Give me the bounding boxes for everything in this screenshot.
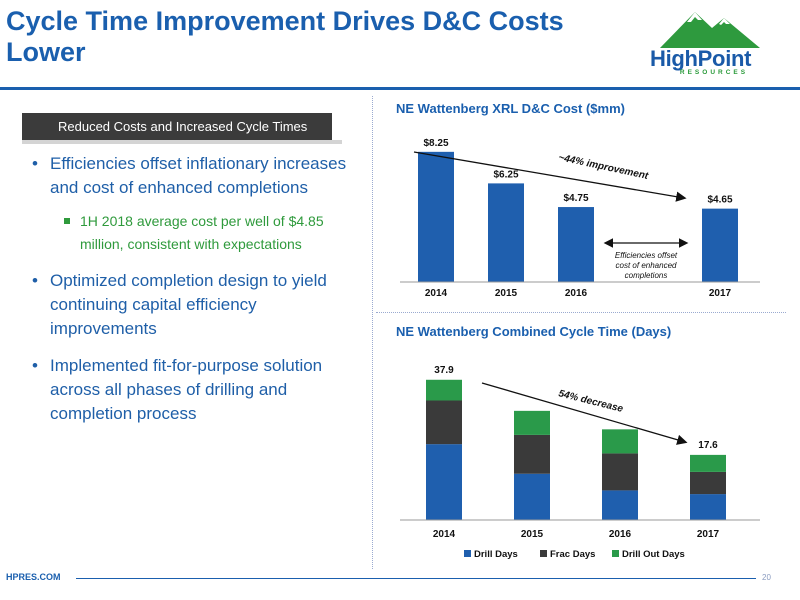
stacked-segment-drill-out-days — [690, 454, 726, 472]
stacked-segment-drill-out-days — [514, 410, 550, 435]
bullet-item: • Optimized completion design to yield c… — [32, 269, 357, 341]
footer-url[interactable]: HPRES.COM — [6, 572, 61, 582]
legend-label: Drill Out Days — [622, 549, 685, 560]
trend-label: 54% decrease — [557, 388, 624, 415]
cost-bar — [488, 183, 524, 282]
legend-swatch — [540, 550, 547, 557]
trend-arrow — [413, 151, 687, 202]
sub-bullet-text: 1H 2018 average cost per well of $4.85 m… — [80, 213, 324, 252]
bullet-item: • Implemented fit-for-purpose solution a… — [32, 354, 357, 426]
x-tick-label: 2017 — [709, 288, 732, 299]
bullet-dot-icon: • — [32, 271, 38, 290]
trend-arrow — [481, 382, 688, 445]
note-line: Efficiencies offset — [615, 251, 678, 260]
cost-chart-title: NE Wattenberg XRL D&C Cost ($mm) — [396, 101, 625, 116]
section-banner: Reduced Costs and Increased Cycle Times — [22, 113, 332, 140]
logo-name: HighPoint — [650, 46, 752, 71]
bullet-item: • Efficiencies offset inflationary incre… — [32, 152, 357, 200]
bullet-list: • Efficiencies offset inflationary incre… — [32, 152, 357, 426]
bullet-dot-icon: • — [32, 154, 38, 173]
bar-value-label: $6.25 — [493, 169, 518, 180]
legend-swatch — [612, 550, 619, 557]
legend-swatch — [464, 550, 471, 557]
stacked-segment-frac-days — [602, 453, 638, 491]
stacked-segment-drill-out-days — [426, 379, 462, 401]
vertical-divider — [372, 96, 373, 569]
x-tick-label: 2014 — [433, 529, 456, 540]
stacked-segment-drill-days — [602, 490, 638, 520]
stacked-segment-drill-days — [514, 473, 550, 520]
x-tick-label: 2015 — [495, 288, 518, 299]
note-line: completions — [625, 271, 668, 280]
banner-underline — [22, 140, 342, 144]
stacked-segment-frac-days — [514, 434, 550, 474]
mountain-logo-icon — [660, 12, 760, 48]
x-tick-label: 2014 — [425, 288, 448, 299]
stacked-segment-frac-days — [690, 471, 726, 495]
footer-rule — [76, 578, 756, 579]
x-tick-label: 2016 — [565, 288, 588, 299]
bullet-text: Efficiencies offset inflationary increas… — [50, 154, 347, 197]
cost-bar — [418, 151, 454, 282]
bar-value-label: $4.65 — [707, 195, 732, 206]
bullet-text: Implemented fit-for-purpose solution acr… — [50, 356, 323, 423]
bullet-text: Optimized completion design to yield con… — [50, 271, 327, 338]
trend-label: ~44% improvement — [557, 152, 649, 182]
x-tick-label: 2017 — [697, 529, 720, 540]
legend-label: Frac Days — [550, 549, 595, 560]
stacked-segment-frac-days — [426, 400, 462, 445]
bar-value-label: $4.75 — [563, 193, 588, 204]
x-tick-label: 2015 — [521, 529, 544, 540]
bullet-dot-icon: • — [32, 356, 38, 375]
note-line: cost of enhanced — [616, 261, 677, 270]
cost-bar — [702, 208, 738, 282]
bar-total-label: 17.6 — [698, 440, 718, 451]
company-logo: HighPoint RESOURCES — [640, 6, 790, 84]
stacked-segment-drill-out-days — [602, 429, 638, 454]
cycle-stacked-bar-chart: 37.9 2014 2015 2016 17.6 2017 54% decrease Dr… — [400, 365, 760, 560]
chart-divider — [376, 312, 786, 313]
bar-value-label: $8.25 — [423, 138, 448, 149]
page-title: Cycle Time Improvement Drives D&C Costs … — [6, 6, 564, 67]
x-tick-label: 2016 — [609, 529, 632, 540]
square-bullet-icon — [64, 218, 70, 224]
logo-subtitle: RESOURCES — [679, 69, 749, 76]
cycle-chart-title: NE Wattenberg Combined Cycle Time (Days) — [396, 324, 672, 339]
stacked-segment-drill-days — [426, 444, 462, 520]
cost-bar — [558, 207, 594, 282]
sub-bullet-item: 1H 2018 average cost per well of $4.85 m… — [32, 210, 357, 256]
bar-total-label: 37.9 — [434, 365, 454, 376]
legend-label: Drill Days — [474, 549, 518, 560]
stacked-segment-drill-days — [690, 494, 726, 520]
cost-bar-chart: $8.25 2014 $6.25 2015 $4.75 2016 $4.65 2017 ~44… — [400, 138, 760, 299]
title-rule — [0, 87, 800, 90]
page-number: 20 — [762, 573, 771, 582]
